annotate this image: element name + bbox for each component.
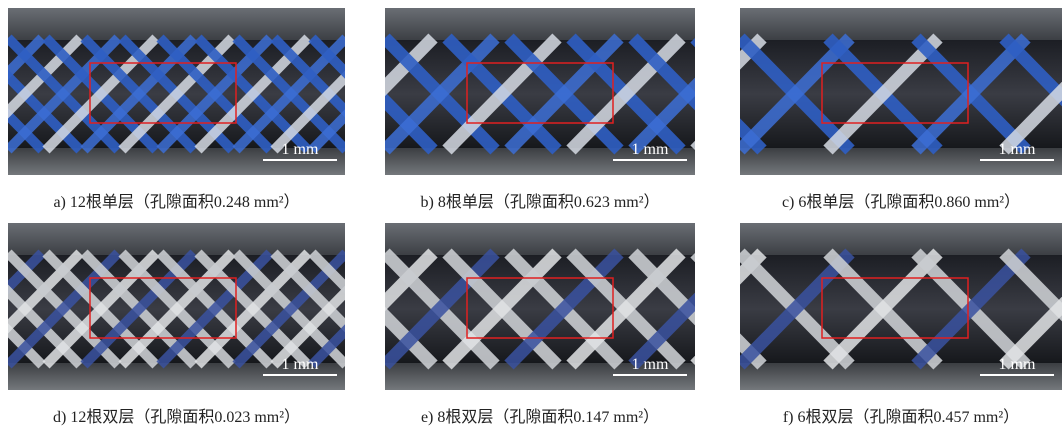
- strand: [0, 38, 4, 150]
- caption: a) 12根单层（孔隙面积0.248 mm²）: [53, 193, 299, 211]
- caption: e) 8根双层（孔隙面积0.147 mm²）: [421, 408, 659, 426]
- caption: c) 6根单层（孔隙面积0.860 mm²）: [782, 193, 1020, 211]
- scale-label: 1 mm: [632, 141, 669, 158]
- caption: f) 6根双层（孔隙面积0.457 mm²）: [783, 408, 1019, 426]
- scale-label: 1 mm: [282, 141, 319, 158]
- scale-label: 1 mm: [632, 356, 669, 373]
- caption: d) 12根双层（孔隙面积0.023 mm²）: [53, 408, 300, 426]
- strand: [0, 253, 4, 365]
- strand: [0, 253, 4, 365]
- scale-label: 1 mm: [282, 356, 319, 373]
- caption: b) 8根单层（孔隙面积0.623 mm²）: [420, 193, 659, 211]
- strand: [0, 38, 4, 150]
- figure: 1 mm a) 12根单层（孔隙面积0.248 mm²） 1 mm b) 8根单层（孔…: [0, 0, 1062, 426]
- scale-label: 1 mm: [999, 141, 1036, 158]
- scale-label: 1 mm: [999, 356, 1036, 373]
